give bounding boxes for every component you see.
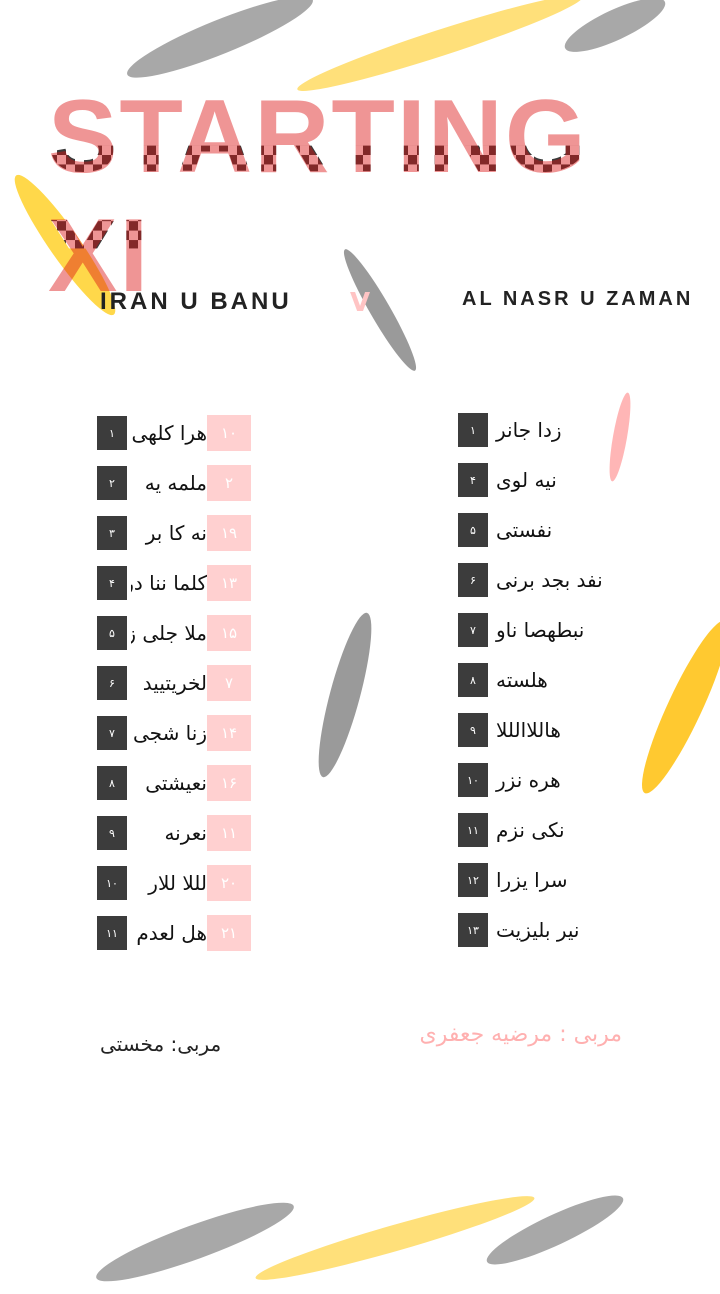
shirt-number: ۱۶ xyxy=(207,765,251,801)
right-player-row: ۱۲ سرا یزرا xyxy=(458,863,606,897)
shirt-number: ۱۵ xyxy=(207,615,251,651)
left-player-row: ۹ نعرنه ۱۱ xyxy=(97,815,251,851)
shirt-number: ۷ xyxy=(207,665,251,701)
player-number: ۱ xyxy=(97,416,127,450)
player-number: ۱۰ xyxy=(97,866,127,900)
left-player-row: ۴ کلما ننا در ۱۳ xyxy=(97,565,251,601)
shirt-number: ۱۴ xyxy=(207,715,251,751)
player-number: ۱ xyxy=(458,413,488,447)
player-name: ملمه یه xyxy=(144,471,207,495)
right-player-row: ۱۳ نیر بلیزیت xyxy=(458,913,606,947)
right-player-row: ۷ نبطهصا ناو xyxy=(458,613,606,647)
coach-credit: مربی : مرضیه جعفری xyxy=(419,1022,622,1047)
right-player-row: ۱۱ نکی نزم xyxy=(458,813,606,847)
player-name: نیر بلیزیت xyxy=(496,918,580,942)
coach-credit-garbled: مربی: مخستی xyxy=(100,1032,222,1056)
right-player-row: ۱۰ هره نزر xyxy=(458,763,606,797)
right-player-row: ۸ هلسته xyxy=(458,663,606,697)
player-number: ۹ xyxy=(97,816,127,850)
player-number: ۹ xyxy=(458,713,488,747)
shirt-number: ۲ xyxy=(207,465,251,501)
player-name: زدا جانر xyxy=(496,418,562,442)
brush-stroke-gray-top-right xyxy=(558,0,672,62)
player-name: ملا جلی زار xyxy=(131,621,207,645)
player-name: لخریتیید xyxy=(142,671,207,695)
player-name: نفستی xyxy=(496,518,553,542)
player-number: ۷ xyxy=(97,716,127,750)
player-number: ۳ xyxy=(97,516,127,550)
player-number: ۶ xyxy=(458,563,488,597)
player-number: ۴ xyxy=(97,566,127,600)
player-name: نفد بجد برنی xyxy=(496,568,603,592)
player-number: ۸ xyxy=(97,766,127,800)
shirt-number: ۲۰ xyxy=(207,865,251,901)
shirt-number: ۲۱ xyxy=(207,915,251,951)
right-player-row: ۵ نفستی xyxy=(458,513,606,547)
brush-stroke-gray-mid xyxy=(308,609,382,781)
player-number: ۶ xyxy=(97,666,127,700)
player-number: ۱۰ xyxy=(458,763,488,797)
player-name: هل لعدم xyxy=(136,921,207,945)
left-player-row: ۸ نعیشتی ۱۶ xyxy=(97,765,251,801)
player-number: ۵ xyxy=(458,513,488,547)
player-name: نیه لوی xyxy=(496,468,557,492)
player-name: هاللاالللا xyxy=(496,718,561,742)
player-name: نعیشتی xyxy=(145,771,207,795)
versus-label: V xyxy=(350,288,371,318)
left-player-row: ۳ نه کا بر ۱۹ xyxy=(97,515,251,551)
player-name: لللا للار xyxy=(148,871,207,895)
left-player-row: ۲ ملمه یه ۲ xyxy=(97,465,251,501)
player-name: نعرنه xyxy=(164,821,207,845)
team-right: AL NASR U ZAMAN xyxy=(462,288,694,310)
player-name: نبطهصا ناو xyxy=(496,618,585,642)
left-player-row: ۱ هرا کلهی ۱۰ xyxy=(97,415,251,451)
shirt-number: ۱۳ xyxy=(207,565,251,601)
right-player-row: ۱ زدا جانر xyxy=(458,413,606,447)
brush-stroke-yellow-right xyxy=(629,613,720,801)
player-name: سرا یزرا xyxy=(496,868,568,892)
player-name: نکی نزم xyxy=(496,818,565,842)
player-number: ۸ xyxy=(458,663,488,697)
player-name: زنا شجی کبین xyxy=(131,721,207,745)
left-player-row: ۱۰ لللا للار ۲۰ xyxy=(97,865,251,901)
player-name: کلما ننا در xyxy=(131,571,207,595)
shirt-number: ۱۹ xyxy=(207,515,251,551)
right-player-row: ۹ هاللاالللا xyxy=(458,713,606,747)
page-title-overlay: STARTING XI xyxy=(48,79,588,314)
player-name: هره نزر xyxy=(496,768,561,792)
player-number: ۱۱ xyxy=(458,813,488,847)
player-number: ۵ xyxy=(97,616,127,650)
shirt-number: ۱۰ xyxy=(207,415,251,451)
shirt-number: ۱۱ xyxy=(207,815,251,851)
player-number: ۱۳ xyxy=(458,913,488,947)
left-player-row: ۶ لخریتیید ۷ xyxy=(97,665,251,701)
brush-stroke-red-right xyxy=(605,391,635,483)
player-name: هلسته xyxy=(496,668,548,692)
right-player-row: ۴ نیه لوی xyxy=(458,463,606,497)
player-name: نه کا بر xyxy=(145,521,207,545)
player-number: ۱۲ xyxy=(458,863,488,897)
brush-stroke-yellow-bottom xyxy=(252,1185,538,1291)
left-player-row: ۱۱ هل لعدم ۲۱ xyxy=(97,915,251,951)
player-number: ۲ xyxy=(97,466,127,500)
right-player-row: ۶ نفد بجد برنی xyxy=(458,563,606,597)
player-number: ۷ xyxy=(458,613,488,647)
player-number: ۱۱ xyxy=(97,916,127,950)
player-number: ۴ xyxy=(458,463,488,497)
player-name: هرا کلهی xyxy=(131,421,207,445)
team-left: IRAN U BANU xyxy=(100,288,292,315)
